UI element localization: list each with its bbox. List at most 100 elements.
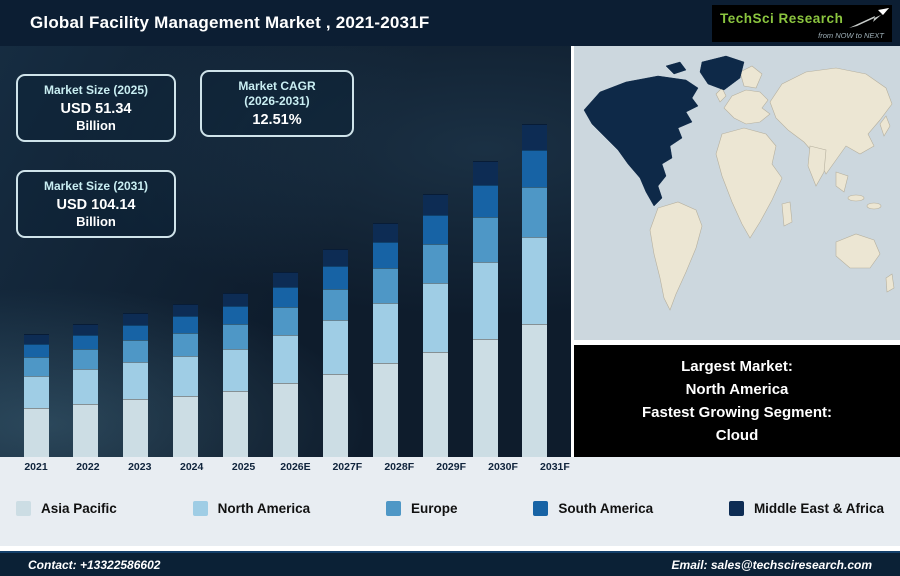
bar-segment — [23, 407, 49, 457]
region-canadian-islands — [665, 61, 687, 75]
bar-2026E — [265, 272, 305, 457]
bar-2023 — [116, 313, 156, 457]
region-africa — [715, 127, 783, 239]
region-india — [807, 145, 827, 187]
region-uk — [715, 87, 727, 103]
bar-segment — [422, 283, 448, 352]
bar-segment — [472, 184, 498, 218]
bar-segment — [123, 324, 149, 341]
legend-swatch — [728, 501, 744, 516]
bars-container — [6, 46, 565, 457]
arrow-icon — [849, 7, 890, 28]
region-europe — [723, 89, 771, 125]
legend-label: Asia Pacific — [41, 501, 117, 516]
bar-segment — [23, 333, 49, 344]
bar-2030F — [465, 160, 505, 457]
bar-segment — [322, 249, 348, 266]
x-axis-label: 2024 — [179, 461, 204, 473]
bar-segment — [272, 272, 298, 288]
bar-2028F — [365, 223, 405, 457]
bar-segment — [472, 261, 498, 339]
bar-segment — [372, 363, 398, 457]
bar-segment — [522, 323, 548, 457]
market-cagr-value: 12.51% — [252, 112, 302, 128]
chart-legend: Asia Pacific North America Europe South Ame… — [0, 501, 900, 516]
bar-segment — [23, 343, 49, 358]
bar-segment — [272, 287, 298, 308]
bar-segment — [422, 193, 448, 215]
bar-segment — [322, 373, 348, 457]
bar-segment — [472, 217, 498, 262]
brand-tagline: from NOW to NEXT — [818, 30, 884, 40]
market-size-2031-unit: Billion — [76, 214, 116, 229]
bar-segment — [472, 160, 498, 185]
contact-phone: Contact: +13322586602 — [28, 557, 161, 572]
legend-swatch — [533, 501, 549, 516]
bar-segment — [272, 335, 298, 384]
brand-logo: TechSci Research from NOW to NEXT — [712, 5, 892, 42]
bar-segment — [73, 334, 99, 350]
market-cagr-title-line1: Market CAGR — [238, 79, 316, 93]
bar-segment — [123, 340, 149, 363]
market-size-2025-box: Market Size (2025) USD 51.34 Billion — [16, 74, 176, 142]
x-axis-label: 2022 — [76, 461, 100, 473]
bar-segment — [272, 307, 298, 336]
legend-label: South America — [558, 501, 654, 516]
header-bar: Global Facility Management Market , 2021… — [0, 0, 900, 46]
x-axis-label: 2029F — [436, 461, 467, 473]
market-size-2025-unit: Billion — [76, 118, 116, 133]
bottom-band: 2021 2022 2023 2024 2025 2026E 2027F 2028F 2029F… — [0, 457, 900, 546]
bar-segment — [372, 302, 398, 364]
region-greenland — [699, 55, 745, 91]
market-size-2031-title: Market Size (2031) — [43, 179, 149, 193]
bar-segment — [73, 369, 99, 404]
x-axis-label: 2025 — [231, 461, 256, 473]
region-new-zealand — [885, 273, 895, 293]
bar-segment — [372, 241, 398, 268]
largest-market-value: North America — [685, 380, 789, 398]
legend-label: North America — [217, 501, 311, 516]
bar-2027F — [315, 249, 355, 457]
fastest-segment-label: Fastest Growing Segment: — [641, 404, 833, 421]
bar-2031F — [515, 123, 555, 457]
region-asia — [769, 67, 893, 175]
bar-segment — [422, 351, 448, 457]
bar-segment — [272, 383, 298, 457]
brand-name: TechSci Research — [720, 11, 844, 26]
market-size-2025-title: Market Size (2025) — [43, 83, 149, 97]
contact-email: Email: sales@techsciresearch.com — [671, 557, 872, 572]
largest-market-label: Largest Market: — [681, 357, 793, 375]
stacked-bar-chart: Market Size (2025) USD 51.34 Billion Mar… — [0, 46, 571, 457]
bar-2022 — [66, 323, 106, 457]
region-north-america — [583, 75, 699, 207]
legend-item: Middle East & Africa — [728, 501, 884, 516]
bar-segment — [522, 123, 548, 151]
x-axis-label: 2026E — [280, 461, 311, 473]
legend-swatch — [16, 501, 31, 516]
bar-segment — [223, 391, 249, 457]
legend-label: Middle East & Africa — [753, 501, 884, 516]
bar-segment — [223, 305, 249, 325]
x-axis-label: 2027F — [332, 461, 363, 473]
bar-segment — [223, 324, 249, 349]
region-scandinavia — [739, 65, 763, 89]
legend-item: Europe — [385, 501, 458, 516]
bar-segment — [522, 187, 548, 238]
bar-2025 — [216, 292, 256, 457]
bar-segment — [173, 332, 199, 356]
market-cagr-box: Market CAGR (2026-2031) 12.51% — [200, 70, 354, 137]
region-indonesia — [847, 194, 865, 202]
market-size-2031-value: USD 104.14 — [56, 197, 136, 213]
x-axis-label: 2023 — [128, 461, 152, 473]
bar-segment — [223, 292, 249, 306]
region-south-america — [649, 201, 703, 311]
region-madagascar — [781, 201, 793, 227]
x-axis-label: 2030F — [488, 461, 518, 473]
legend-label: Europe — [410, 501, 458, 516]
bar-segment — [173, 303, 199, 316]
x-axis-label: 2021 — [24, 461, 48, 473]
bar-segment — [73, 403, 99, 457]
region-new-guinea — [866, 202, 882, 210]
legend-swatch — [385, 501, 401, 516]
